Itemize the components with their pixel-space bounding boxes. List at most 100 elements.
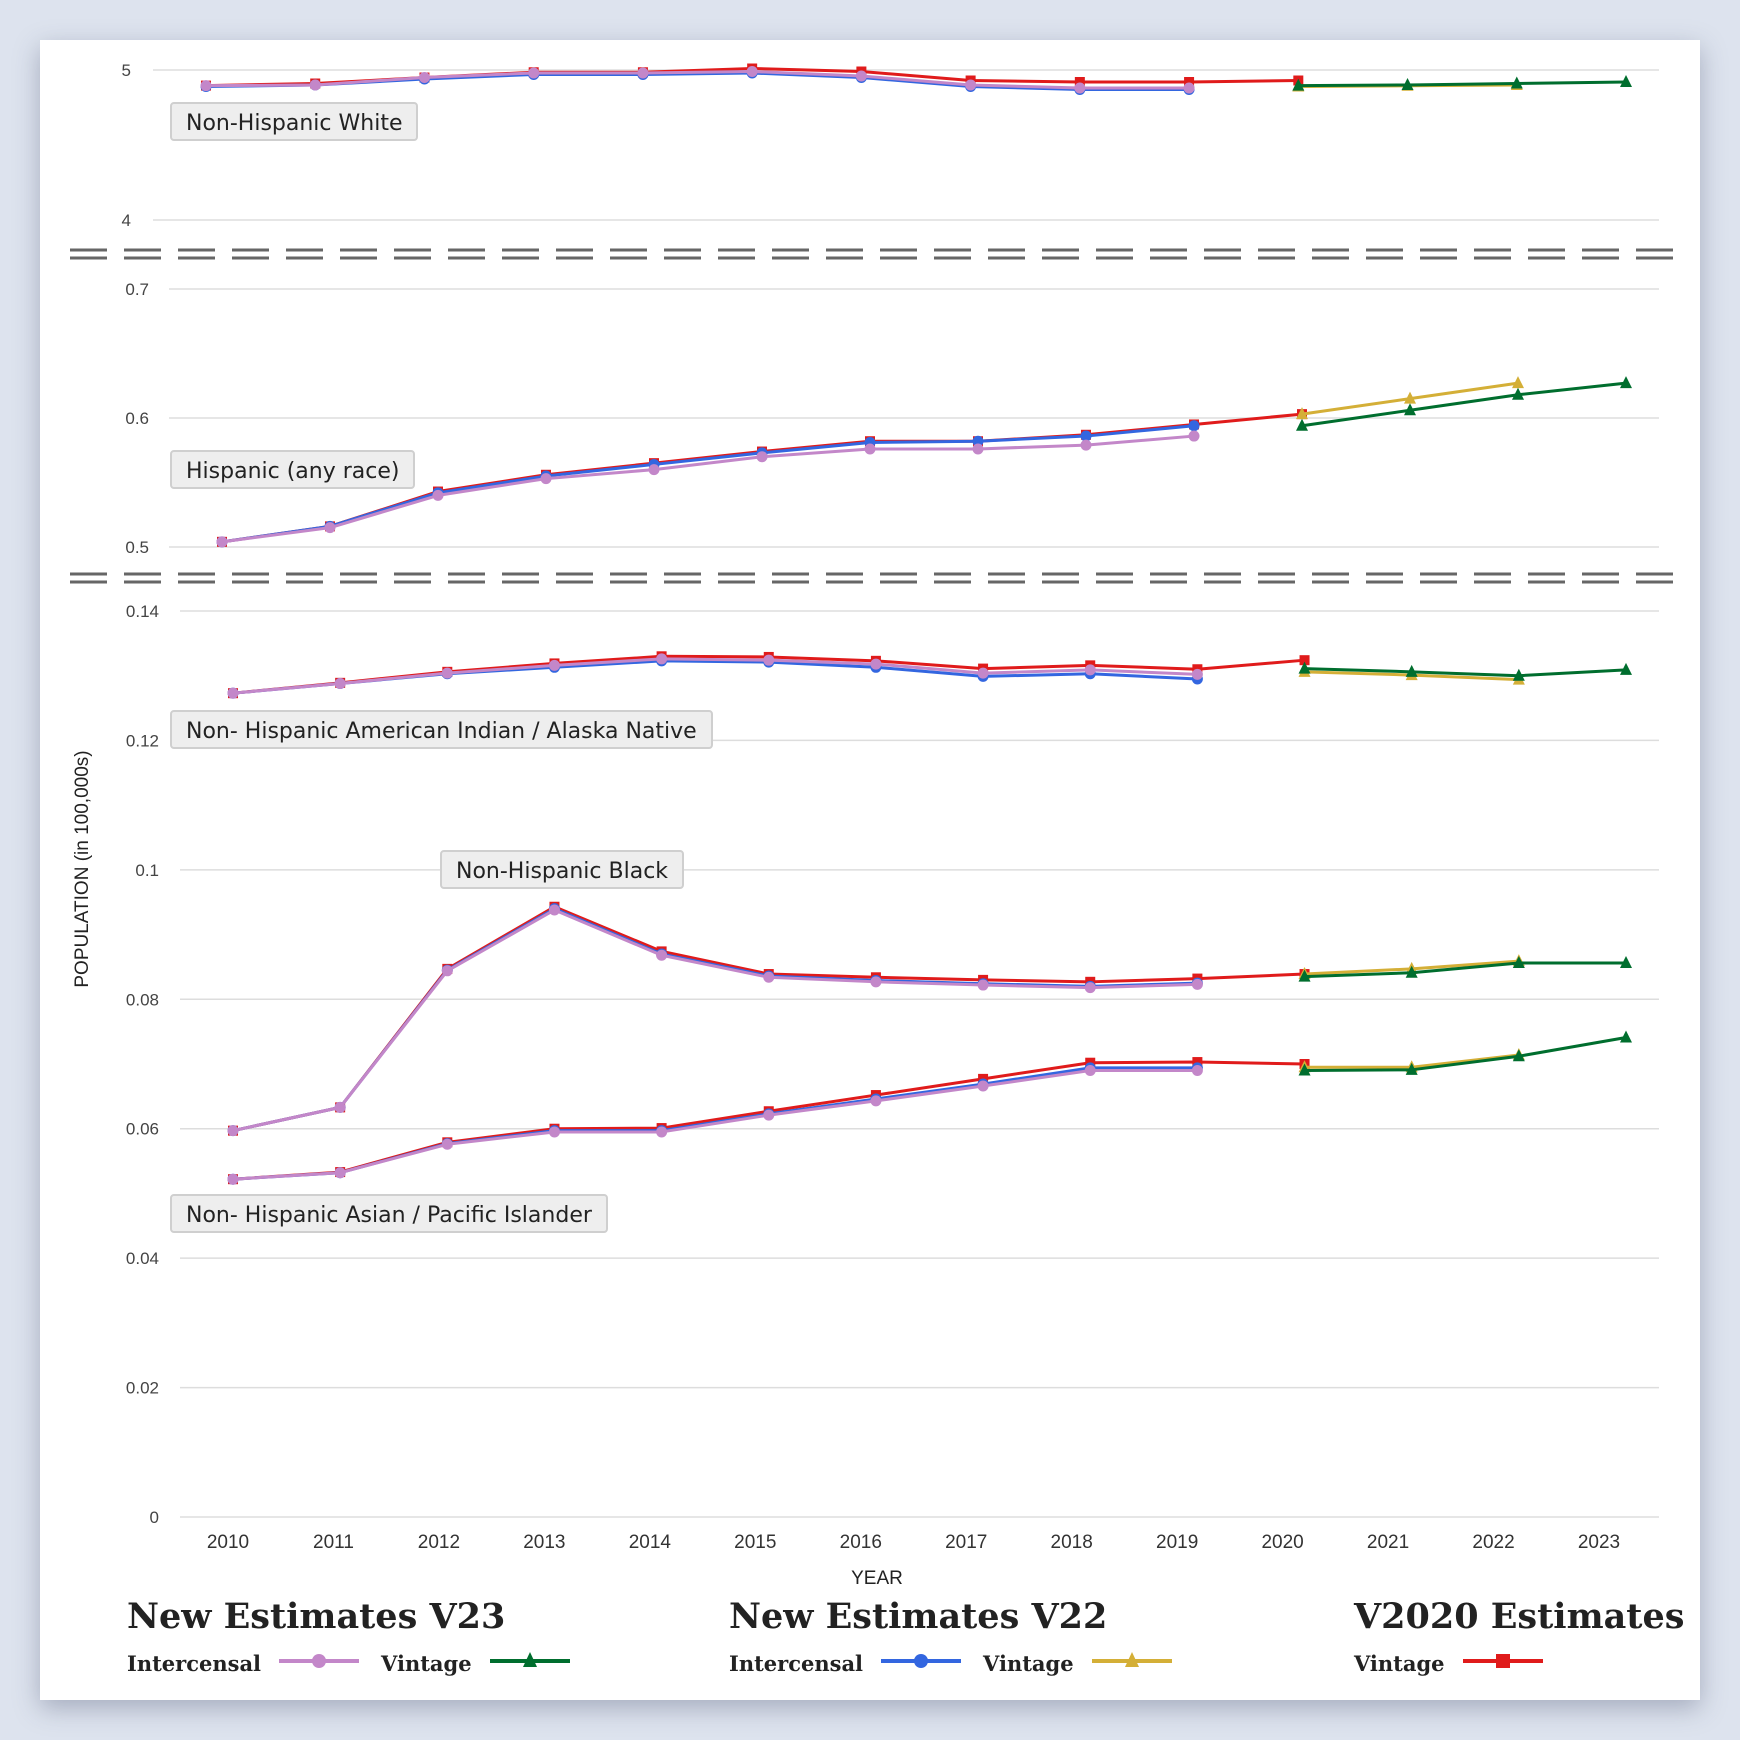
data-point-v23_vintage <box>1620 75 1632 87</box>
y-tick-label: 0.14 <box>126 602 159 621</box>
data-point-v23_intercensal <box>540 473 552 485</box>
legend-item-label: Vintage <box>381 1651 472 1676</box>
data-point-v22_intercensal <box>972 435 984 447</box>
x-tick-label: 2017 <box>945 1532 987 1553</box>
data-point-v23_intercensal <box>1183 82 1195 94</box>
data-point-v23_vintage <box>1512 387 1524 400</box>
data-point-v23_intercensal <box>548 904 560 916</box>
data-point-v23_intercensal <box>227 1173 239 1185</box>
x-tick-label: 2023 <box>1578 1532 1620 1553</box>
legend-swatch-triangle-icon <box>1074 1651 1194 1676</box>
data-point-v23_intercensal <box>648 464 660 476</box>
data-point-v23_intercensal <box>334 1167 346 1179</box>
data-point-v23_intercensal <box>746 66 758 77</box>
data-point-v23_intercensal <box>864 443 876 455</box>
data-point-v23_intercensal <box>548 1126 560 1138</box>
data-point-v2020_vintage <box>1184 77 1195 87</box>
data-point-v23_intercensal <box>1080 439 1092 451</box>
legend-group: New Estimates V23 Intercensal Vintage <box>127 1596 592 1676</box>
x-tick-label: 2014 <box>629 1532 672 1553</box>
series-line-v23_vintage <box>1304 667 1627 678</box>
data-point-v23_vintage <box>1405 965 1418 978</box>
y-tick-label: 0.08 <box>126 990 159 1009</box>
legend-swatch-square-icon <box>1445 1651 1565 1676</box>
data-point-v23_intercensal <box>977 667 989 679</box>
data-point-v23_intercensal <box>763 971 775 983</box>
data-point-v23_vintage <box>1620 662 1632 675</box>
data-point-v23_vintage <box>1620 956 1632 969</box>
data-point-v23_vintage <box>1298 1063 1311 1076</box>
y-tick-label: 0.6 <box>125 409 149 428</box>
data-point-v23_intercensal <box>1074 82 1086 94</box>
y-tick-label: 0.04 <box>126 1249 159 1268</box>
y-tick-label: 0.7 <box>125 280 149 299</box>
data-point-v23_intercensal <box>1191 1064 1203 1076</box>
legend-items: Vintage <box>1354 1651 1684 1676</box>
data-point-v23_intercensal <box>763 1109 775 1121</box>
x-tick-label: 2013 <box>523 1532 565 1553</box>
y-tick-label: 0 <box>150 1508 159 1527</box>
legend-item-label: Intercensal <box>127 1651 262 1676</box>
data-point-v23_vintage <box>1512 956 1525 969</box>
y-axis-title: POPULATION (in 100,000s) <box>72 750 93 988</box>
series-line-v22_intercensal <box>221 424 1195 544</box>
data-point-v23_intercensal <box>756 451 768 463</box>
data-point-v23_intercensal <box>870 976 882 988</box>
series-group-label: Hispanic (any race) <box>170 450 416 489</box>
legend-group-title: New Estimates V23 <box>127 1596 506 1637</box>
x-tick-label: 2016 <box>840 1532 882 1553</box>
data-point-v23_intercensal <box>656 949 668 961</box>
data-point-v23_vintage <box>1405 1062 1418 1075</box>
series-line-v2020_vintage <box>232 1060 1305 1181</box>
data-point-v23_vintage <box>1298 661 1311 674</box>
series-line-v23_intercensal <box>232 908 1198 1133</box>
x-tick-label: 2018 <box>1051 1532 1093 1553</box>
legend-group: New Estimates V22 Intercensal Vintage <box>729 1596 1194 1676</box>
data-point-v23_intercensal <box>528 67 540 79</box>
x-axis-title: YEAR <box>851 1568 903 1589</box>
data-point-v23_vintage <box>1292 78 1305 91</box>
data-point-v23_intercensal <box>441 667 453 679</box>
legend-swatch-triangle-icon <box>472 1651 592 1676</box>
data-point-v23_intercensal <box>418 72 430 83</box>
data-point-v23_intercensal <box>324 522 336 534</box>
series-line-v23_vintage <box>1304 1035 1627 1072</box>
data-point-v23_intercensal <box>1084 982 1096 994</box>
series-line-v23_vintage <box>1301 381 1627 428</box>
x-tick-label: 2022 <box>1472 1532 1514 1553</box>
series-line-v23_intercensal <box>232 657 1198 695</box>
legend-swatch-circle-icon <box>261 1651 381 1676</box>
x-tick-label: 2021 <box>1367 1532 1409 1553</box>
series-line-v23_intercensal <box>221 434 1195 544</box>
data-point-v22_intercensal <box>1080 430 1092 442</box>
data-point-v23_intercensal <box>1188 430 1200 442</box>
series-line-v23_vintage <box>1298 80 1627 88</box>
data-point-v23_vintage <box>1401 78 1414 90</box>
series-line-v22_intercensal <box>232 907 1198 1133</box>
data-point-v23_intercensal <box>227 1125 239 1137</box>
data-point-v23_vintage <box>1298 969 1311 982</box>
legend-swatch-circle-icon <box>863 1651 983 1676</box>
series-line-v23_intercensal <box>205 70 1190 90</box>
data-point-v23_vintage <box>1620 1030 1632 1043</box>
data-point-v23_intercensal <box>548 659 560 671</box>
data-point-v23_intercensal <box>855 70 867 82</box>
series-group-label: Non- Hispanic Asian / Pacific Islander <box>170 1194 608 1233</box>
x-tick-label: 2012 <box>418 1532 460 1553</box>
data-point-v23_intercensal <box>656 653 668 665</box>
data-point-v23_intercensal <box>965 79 977 91</box>
data-point-v23_vintage <box>1512 668 1525 681</box>
data-point-v23_intercensal <box>309 79 321 91</box>
x-tick-label: 2019 <box>1156 1532 1198 1553</box>
y-tick-label: 4 <box>122 211 131 230</box>
data-point-v23_vintage <box>1405 664 1418 677</box>
data-point-v22_intercensal <box>1188 420 1200 432</box>
series-group-label: Non-Hispanic White <box>170 102 419 141</box>
legend-item-label: Vintage <box>1354 1651 1445 1676</box>
legend-items: Intercensal Vintage <box>127 1651 592 1676</box>
data-point-v23_intercensal <box>334 1101 346 1113</box>
data-point-v22_vintage <box>1512 376 1524 389</box>
y-tick-label: 0.1 <box>135 861 159 880</box>
data-point-v23_intercensal <box>972 443 984 455</box>
